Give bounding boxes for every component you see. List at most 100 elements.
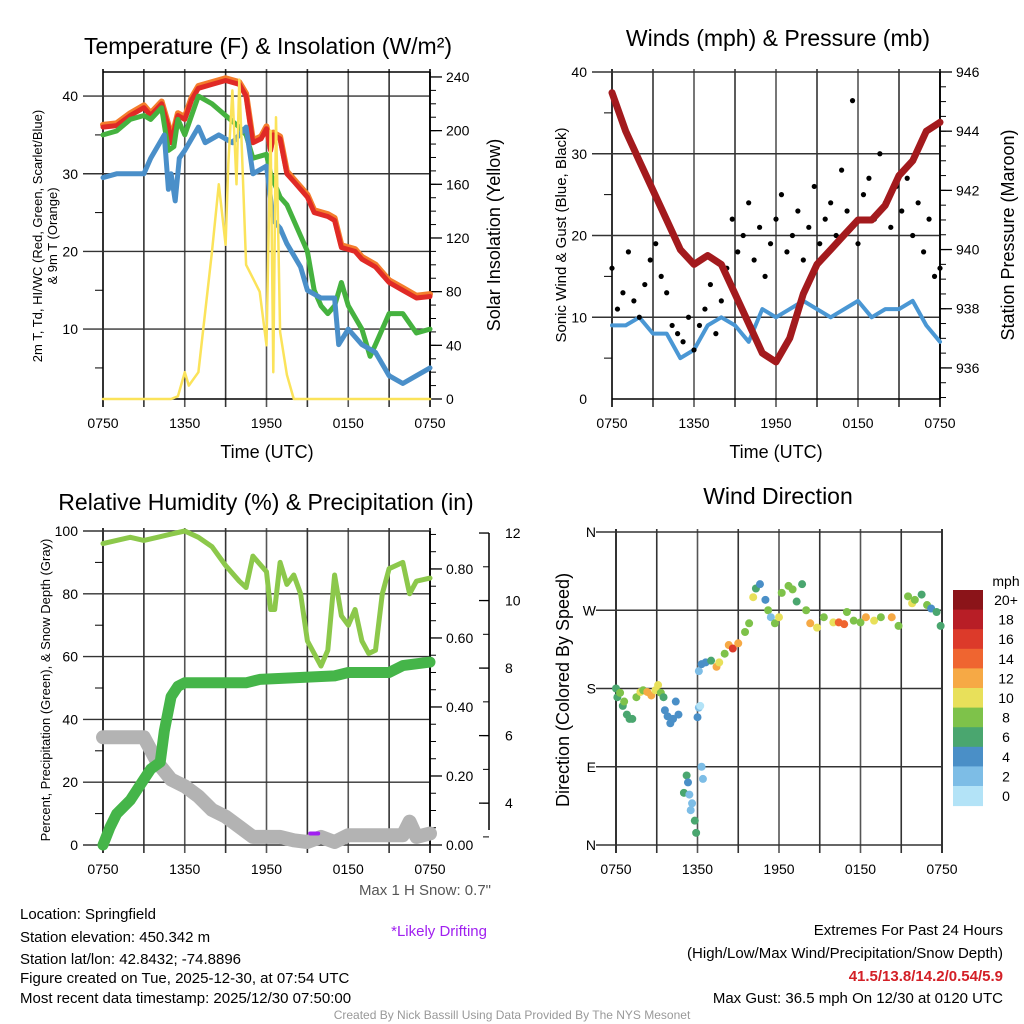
y-tick-label: 100 bbox=[55, 523, 79, 539]
insolation-tick-label: 120 bbox=[446, 230, 470, 246]
gust-point bbox=[664, 290, 670, 296]
snow-depth-tick-label: 8 bbox=[505, 660, 513, 676]
direction-tick-label: N bbox=[586, 524, 596, 540]
gust-point bbox=[855, 241, 861, 247]
gust-point bbox=[631, 298, 637, 304]
colorbar-label: 10 bbox=[998, 690, 1014, 706]
direction-tick-label: W bbox=[583, 602, 597, 618]
gust-point bbox=[636, 314, 642, 320]
gust-point bbox=[729, 216, 735, 222]
precipitation-tick-label: 0.00 bbox=[446, 837, 473, 853]
wind-direction-point bbox=[840, 620, 849, 629]
footer-recent-data: Most recent data timestamp: 2025/12/30 0… bbox=[20, 990, 351, 1007]
winds-y2-label: Station Pressure (Maroon) bbox=[998, 129, 1018, 340]
wind-direction-point bbox=[894, 621, 903, 630]
x-tick-label: 0750 bbox=[87, 415, 118, 431]
likely-drifting-note: *Likely Drifting bbox=[391, 923, 487, 940]
gust-point bbox=[910, 232, 916, 239]
colorbar-swatch bbox=[953, 766, 983, 787]
wind-direction-point bbox=[683, 778, 692, 787]
gust-point bbox=[817, 241, 823, 247]
gust-point bbox=[735, 249, 741, 255]
colorbar-swatch bbox=[953, 688, 983, 709]
gust-point bbox=[822, 216, 828, 222]
wind-direction-point bbox=[734, 639, 743, 648]
temperature-y2-label: Solar Insolation (Yellow) bbox=[484, 139, 504, 331]
snow-depth-tick-label: 12 bbox=[505, 525, 521, 541]
temperature-y-label-line2: & 9m T (Orange) bbox=[45, 187, 60, 284]
wind-direction-point bbox=[741, 627, 750, 636]
insolation-tick-label: 80 bbox=[446, 284, 462, 300]
wind-direction-point bbox=[696, 701, 705, 710]
wind-direction-point bbox=[764, 606, 773, 615]
x-tick-label: 1350 bbox=[682, 861, 713, 877]
gust-point bbox=[696, 322, 703, 329]
series-sonic-wind bbox=[610, 298, 942, 361]
precipitation-tick-label: 0.40 bbox=[446, 699, 473, 715]
gust-point bbox=[713, 331, 719, 337]
wind-direction-point bbox=[755, 580, 764, 589]
wind-direction-point bbox=[728, 644, 737, 653]
gust-point bbox=[751, 257, 757, 263]
wind-direction-point bbox=[698, 774, 707, 783]
gust-point bbox=[757, 224, 763, 230]
wind-direction-point bbox=[842, 607, 851, 616]
wind-direction-point bbox=[861, 613, 870, 622]
gust-point bbox=[767, 241, 774, 247]
wind-direction-point bbox=[669, 714, 678, 723]
winds-y-label: Sonic Wind & Gust (Blue, Black) bbox=[553, 127, 570, 342]
wind-direction-point bbox=[870, 616, 879, 625]
gust-point bbox=[647, 257, 653, 263]
x-tick-label: 0750 bbox=[596, 415, 627, 431]
wind-direction-point bbox=[620, 697, 629, 706]
precipitation-tick-label: 0.80 bbox=[446, 561, 473, 577]
wind-direction-point bbox=[910, 595, 919, 604]
series-2m-t bbox=[100, 78, 433, 301]
series-precipitation bbox=[97, 656, 436, 851]
gust-point bbox=[778, 192, 785, 198]
colorbar-swatch bbox=[953, 629, 983, 650]
series-relative-humidity bbox=[100, 528, 433, 669]
gust-point bbox=[614, 306, 621, 312]
pressure-tick-label: 936 bbox=[956, 360, 980, 376]
gust-point bbox=[653, 241, 659, 247]
wind-direction-point bbox=[688, 799, 697, 808]
colorbar-label: 0 bbox=[1002, 788, 1010, 804]
gust-point bbox=[926, 216, 932, 222]
wind-direction-point bbox=[685, 790, 694, 799]
colorbar-label: 8 bbox=[1002, 710, 1010, 726]
extremes-title: Extremes For Past 24 Hours bbox=[814, 922, 1003, 939]
y-tick-label: 20 bbox=[62, 774, 78, 790]
gust-point bbox=[746, 200, 752, 206]
direction-tick-label: S bbox=[587, 681, 596, 697]
series-hi-wc bbox=[100, 124, 433, 386]
colorbar-label: 16 bbox=[998, 631, 1014, 647]
gust-point bbox=[828, 200, 834, 206]
temperature-y-label-line1: 2m T, Td, HI/WC (Red, Green, Scarlet/Blu… bbox=[30, 110, 45, 362]
x-tick-label: 1950 bbox=[251, 415, 282, 431]
colorbar-label: 14 bbox=[998, 651, 1014, 667]
max-gust: Max Gust: 36.5 mph On 12/30 at 0120 UTC bbox=[713, 990, 1003, 1007]
gust-point bbox=[866, 175, 872, 181]
wind-direction-point bbox=[766, 613, 775, 622]
gust-point bbox=[609, 265, 615, 271]
pressure-tick-label: 940 bbox=[956, 242, 980, 258]
pressure-tick-label: 938 bbox=[956, 301, 980, 317]
wind-direction-point bbox=[671, 697, 680, 706]
wind-direction-point bbox=[849, 616, 858, 625]
gust-point bbox=[718, 298, 724, 304]
max-snow-note: Max 1 H Snow: 0.7" bbox=[359, 882, 491, 899]
insolation-tick-label: 160 bbox=[446, 176, 470, 192]
winds-x-label: Time (UTC) bbox=[729, 442, 822, 462]
footer-latlon: Station lat/lon: 42.8432; -74.8896 bbox=[20, 951, 241, 968]
y-tick-label: 0 bbox=[70, 837, 78, 853]
wind-direction-point bbox=[777, 588, 786, 597]
colorbar-label: 12 bbox=[998, 670, 1014, 686]
y-tick-label: 0 bbox=[579, 391, 587, 407]
x-tick-label: 0150 bbox=[842, 415, 873, 431]
wind-direction-point bbox=[802, 606, 811, 615]
gust-point bbox=[680, 339, 686, 345]
colorbar-swatch bbox=[953, 609, 983, 630]
wind-direction-point bbox=[686, 806, 695, 815]
